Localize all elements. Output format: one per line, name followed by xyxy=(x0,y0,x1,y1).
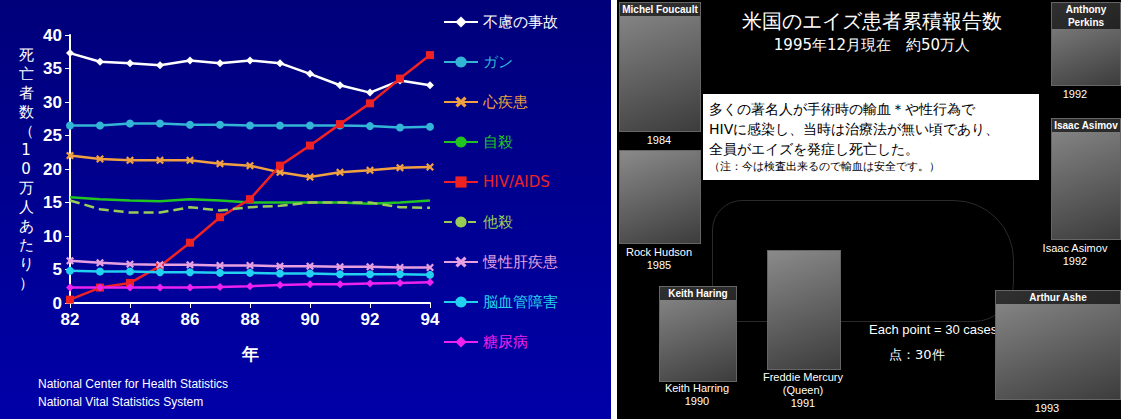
svg-text:た: た xyxy=(19,236,34,254)
svg-text:）: ） xyxy=(19,274,34,292)
html-text:多くの著名人が手術時の輸血＊や性行為で: 多くの著名人が手術時の輸血＊や性行為で xyxy=(709,101,975,117)
svg-text:30: 30 xyxy=(43,93,62,112)
html-text:Freddie Mercury: Freddie Mercury xyxy=(763,371,843,383)
html-text:1992: 1992 xyxy=(1062,255,1088,267)
svg-text:HIV/AIDS: HIV/AIDS xyxy=(483,173,550,191)
svg-text:90: 90 xyxy=(301,310,320,329)
svg-text:あ: あ xyxy=(19,217,34,235)
html-text:Rock Hudson: Rock Hudson xyxy=(626,246,692,258)
svg-text:糖尿病: 糖尿病 xyxy=(483,333,528,351)
html-text:1993: 1993 xyxy=(1034,402,1060,414)
svg-text:20: 20 xyxy=(43,160,62,179)
html-text:1985: 1985 xyxy=(646,259,672,271)
html-text:1995年12月現在 約50万人: 1995年12月現在 約50万人 xyxy=(773,36,971,54)
svg-text:1: 1 xyxy=(21,141,31,159)
svg-text:（: （ xyxy=(19,122,34,140)
svg-text:86: 86 xyxy=(181,310,200,329)
svg-text:心疾患: 心疾患 xyxy=(482,93,528,111)
svg-text:82: 82 xyxy=(61,310,80,329)
svg-text:88: 88 xyxy=(241,310,260,329)
html-text:Michel Foucault: Michel Foucault xyxy=(622,4,698,15)
svg-text:35: 35 xyxy=(43,59,62,78)
html-text:1991: 1991 xyxy=(790,397,816,409)
svg-text:0: 0 xyxy=(21,160,31,178)
svg-text:自殺: 自殺 xyxy=(483,133,513,151)
html-text:Keith Haring: Keith Haring xyxy=(668,288,728,299)
svg-text:10: 10 xyxy=(43,227,62,246)
html-text:Isaac Asimov: Isaac Asimov xyxy=(1042,242,1108,254)
svg-text:0: 0 xyxy=(52,293,62,313)
svg-text:National Vital Statistics Syst: National Vital Statistics System xyxy=(38,395,203,409)
html-text:Anthony Perkins: Anthony Perkins xyxy=(1065,4,1107,28)
svg-text:ガン: ガン xyxy=(483,53,513,71)
svg-text:者: 者 xyxy=(19,84,34,102)
html-text:点：30件: 点：30件 xyxy=(889,347,945,362)
html-text:(Queen): (Queen) xyxy=(782,384,824,396)
svg-text:94: 94 xyxy=(421,310,440,329)
html-text:1984: 1984 xyxy=(646,134,672,146)
svg-text:25: 25 xyxy=(43,126,62,145)
svg-text:5: 5 xyxy=(53,260,62,279)
html-text:Keith Harring: Keith Harring xyxy=(664,382,730,394)
svg-text:年: 年 xyxy=(241,344,259,364)
svg-text:National Center for Health Sta: National Center for Health Statistics xyxy=(38,377,228,391)
svg-text:人: 人 xyxy=(19,198,34,216)
svg-text:脳血管障害: 脳血管障害 xyxy=(483,293,558,311)
html-text:Arthur Ashe: Arthur Ashe xyxy=(1029,292,1087,303)
html-text:米国のエイズ患者累積報告数: 米国のエイズ患者累積報告数 xyxy=(742,9,1002,33)
svg-text:他殺: 他殺 xyxy=(483,213,513,231)
svg-text:40: 40 xyxy=(43,26,62,45)
html-text:（注：今は検査出来るので輸血は安全です。）: （注：今は検査出来るので輸血は安全です。） xyxy=(709,160,940,173)
svg-text:慢性肝疾患: 慢性肝疾患 xyxy=(482,253,558,271)
svg-text:不慮の事故: 不慮の事故 xyxy=(483,13,558,31)
svg-text:84: 84 xyxy=(121,310,140,329)
svg-text:15: 15 xyxy=(43,193,62,212)
html-text:HIVに感染し、当時は治療法が無い頃であり、: HIVに感染し、当時は治療法が無い頃であり、 xyxy=(709,121,1000,137)
html-text:Each point = 30 cases: Each point = 30 cases xyxy=(869,322,998,337)
svg-text:り: り xyxy=(19,255,34,273)
svg-text:92: 92 xyxy=(361,310,380,329)
svg-text:亡: 亡 xyxy=(19,65,34,83)
html-text:1990: 1990 xyxy=(684,395,710,407)
svg-text:死: 死 xyxy=(19,46,34,64)
html-text:全員がエイズを発症し死亡した。: 全員がエイズを発症し死亡した。 xyxy=(709,141,919,157)
svg-text:数: 数 xyxy=(19,103,34,121)
html-text:1992: 1992 xyxy=(1062,88,1088,100)
html-text:Isaac Asimov: Isaac Asimov xyxy=(1054,120,1118,131)
svg-text:万: 万 xyxy=(19,179,34,197)
